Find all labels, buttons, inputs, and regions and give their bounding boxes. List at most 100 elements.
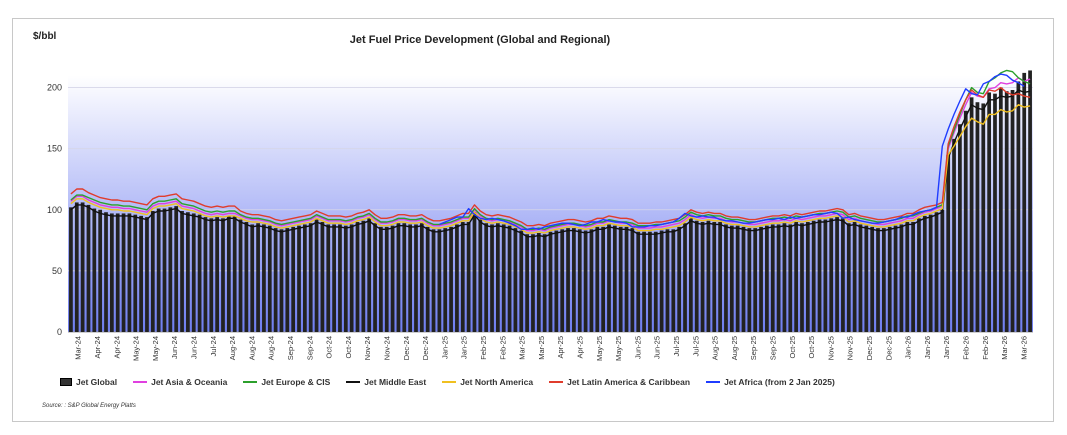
bar-jet-global [583, 230, 588, 332]
x-tick-label: May-24 [132, 336, 141, 361]
bar-jet-global [308, 223, 313, 332]
bar-jet-global [934, 212, 939, 332]
x-tick-label: Jan-25 [460, 336, 469, 359]
source-note: Source: : S&P Global Energy Platts [42, 403, 136, 409]
y-tick-label: 50 [52, 266, 62, 276]
bar-jet-global [536, 233, 541, 332]
bar-jet-global [612, 225, 617, 332]
bar-jet-global [168, 207, 173, 332]
bar-jet-global [998, 87, 1003, 332]
bar-jet-global [115, 213, 120, 332]
bar-jet-global [911, 222, 915, 332]
bar-jet-global [156, 208, 161, 332]
bar-jet-global [484, 223, 489, 332]
legend-item-europe: Jet Europe & CIS [243, 377, 330, 387]
x-tick-label: Mar-26 [1000, 336, 1009, 360]
bar-jet-global [753, 228, 758, 332]
bar-jet-global [566, 228, 570, 332]
bar-jet-global [601, 226, 606, 332]
bar-jet-global [332, 224, 336, 332]
x-tick-label: Jun-24 [170, 336, 179, 359]
bar-jet-global [788, 224, 793, 332]
x-tick-label: Jul-25 [691, 336, 700, 356]
line-jet-europe-cis [70, 69, 1031, 231]
bar-jet-global [963, 110, 968, 333]
x-tick-label: Apr-24 [112, 336, 121, 359]
bar-jet-global [893, 225, 898, 332]
bar-jet-global [226, 215, 231, 332]
bar-jet-global [501, 224, 506, 332]
bar-jet-global [548, 231, 553, 332]
bar-jet-global [800, 223, 804, 332]
bar-jet-global [355, 222, 360, 332]
bar-jet-global [343, 225, 348, 332]
legend-item-asia: Jet Asia & Oceania [133, 377, 227, 387]
x-tick-label: Sep-25 [749, 336, 758, 360]
bar-jet-global [718, 222, 722, 332]
x-tick-label: May-25 [595, 336, 604, 361]
bar-jet-global [636, 231, 641, 332]
bar-jet-global [572, 228, 576, 332]
bar-jet-global [379, 226, 383, 332]
legend-label-jet-global: Jet Global [76, 377, 118, 387]
bar-jet-global [671, 229, 676, 332]
bar-jet-global [829, 218, 834, 332]
x-tick-label: Mar-25 [537, 336, 546, 360]
bar-jet-global [86, 204, 91, 332]
x-tick-label: Mar-24 [74, 336, 83, 360]
x-tick-label: Nov-24 [363, 336, 372, 360]
bar-jet-global [361, 220, 366, 332]
bar-jet-global [320, 222, 325, 332]
chart-legend: Jet Global Jet Asia & Oceania Jet Europe… [60, 375, 835, 389]
bar-jet-global [302, 224, 307, 332]
bar-jet-global [665, 229, 670, 332]
x-tick-label: Feb-25 [498, 336, 507, 360]
bar-jet-global [162, 208, 167, 332]
x-tick-label: Apr-24 [93, 336, 102, 359]
y-axis-unit-label: $/bbl [33, 31, 57, 42]
bar-jet-global [881, 228, 886, 332]
legend-label-middle-east: Jet Middle East [364, 377, 427, 387]
bar-jet-global [607, 224, 611, 332]
bar-jet-global [922, 215, 927, 332]
bar-jet-global [706, 220, 711, 332]
bar-jet-global [373, 223, 377, 332]
line-jet-africa-from-2-jan-2025 [439, 73, 1025, 231]
y-tick-label: 150 [47, 144, 62, 154]
bar-jet-global [577, 229, 582, 332]
bar-jet-global [554, 230, 559, 332]
bar-jet-global [186, 212, 190, 332]
bar-jet-global [928, 214, 933, 332]
legend-item-latam: Jet Latin America & Caribbean [549, 377, 690, 387]
bar-jet-global [384, 226, 389, 332]
x-tick-label: Dec-24 [402, 336, 411, 360]
bar-jet-global [630, 228, 635, 332]
x-tick-label: Nov-25 [846, 336, 855, 360]
legend-item-africa: Jet Africa (from 2 Jan 2025) [706, 377, 835, 387]
bar-jet-global [419, 223, 424, 332]
line-jet-middle-east [70, 89, 1031, 238]
bar-jet-global [525, 234, 529, 332]
bar-jet-global [542, 234, 547, 332]
bar-jet-global [460, 222, 465, 332]
x-tick-label: Nov-24 [382, 336, 391, 360]
x-tick-label: Feb-25 [479, 336, 488, 360]
x-tick-label: Oct-24 [325, 336, 334, 359]
bar-jet-global [776, 224, 781, 332]
bar-jet-global [741, 226, 746, 332]
bar-jet-global [1010, 90, 1015, 332]
bar-jet-global [279, 229, 284, 332]
bar-jet-global [595, 226, 600, 332]
bar-jet-global [846, 223, 851, 332]
bar-jet-global [495, 223, 500, 332]
bar-jet-global [437, 229, 442, 332]
legend-label-latam: Jet Latin America & Caribbean [567, 377, 691, 387]
bar-jet-global [273, 228, 278, 332]
x-tick-label: Sep-25 [768, 336, 777, 360]
bar-jet-global [659, 230, 664, 332]
bar-jet-global [841, 218, 845, 332]
bar-jet-global [1028, 70, 1032, 332]
legend-swatch-latam [549, 381, 564, 383]
bar-jet-global [267, 225, 272, 332]
